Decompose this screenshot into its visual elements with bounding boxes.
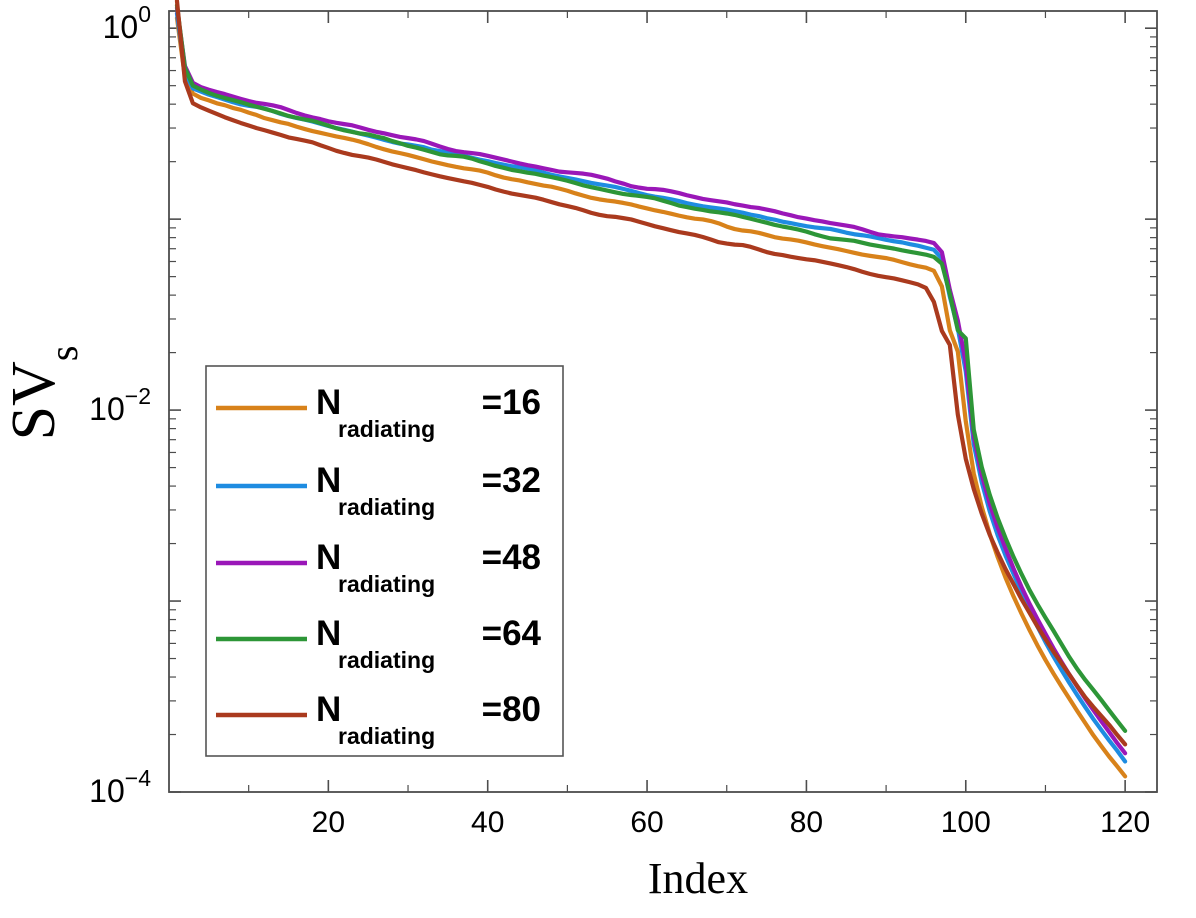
svg-text:radiating: radiating — [338, 494, 435, 520]
svg-text:=32: =32 — [482, 461, 541, 500]
svg-text:100: 100 — [941, 806, 991, 839]
svg-text:=48: =48 — [482, 538, 541, 577]
svg-text:=64: =64 — [482, 614, 542, 653]
svg-text:40: 40 — [471, 806, 504, 839]
svg-text:radiating: radiating — [338, 723, 435, 749]
svg-text:=16: =16 — [482, 383, 541, 422]
svg-text:radiating: radiating — [338, 571, 435, 597]
svg-text:80: 80 — [790, 806, 823, 839]
svg-text:20: 20 — [312, 806, 345, 839]
svg-text:=80: =80 — [482, 690, 541, 729]
svg-text:radiating: radiating — [338, 647, 435, 673]
svg-text:radiating: radiating — [338, 416, 435, 442]
svg-text:120: 120 — [1100, 806, 1150, 839]
svg-text:60: 60 — [630, 806, 663, 839]
